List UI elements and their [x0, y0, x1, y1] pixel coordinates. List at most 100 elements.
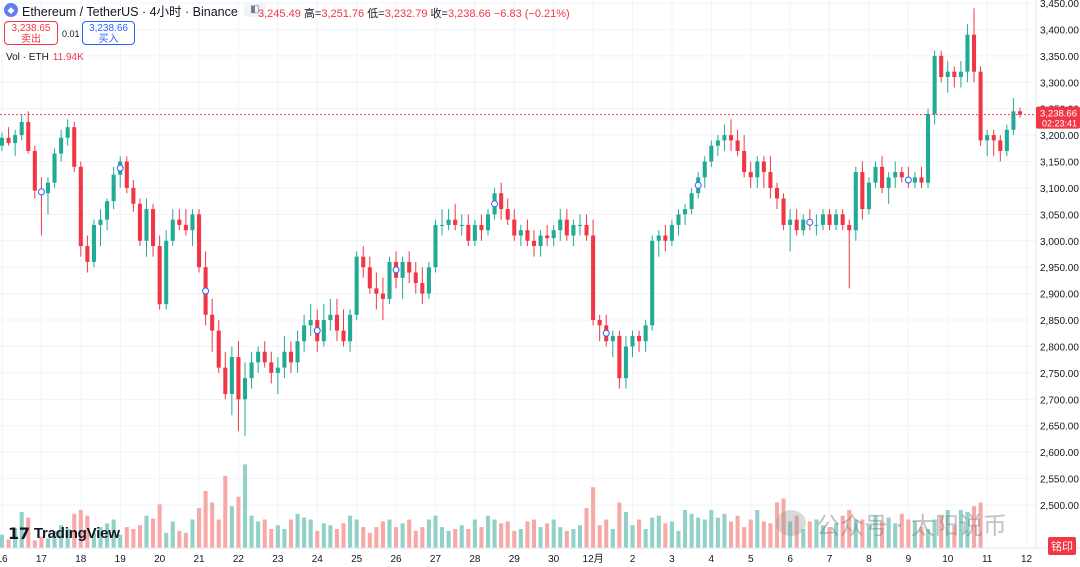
candle-body: [689, 193, 694, 210]
candle: [794, 209, 799, 236]
watermark-text: 公众号 · 太阳说币: [816, 511, 1007, 540]
volume-bar: [65, 529, 70, 548]
candle: [866, 177, 871, 215]
candle: [531, 230, 537, 257]
candle-body: [308, 320, 313, 326]
volume-bar: [637, 519, 642, 548]
time-tick-label: 5: [748, 554, 754, 565]
volume-bar: [249, 515, 254, 548]
volume-bar: [26, 517, 31, 548]
volume-bar: [105, 523, 110, 548]
volume-bar: [801, 529, 806, 548]
time-tick-label: 10: [942, 554, 954, 565]
candle: [683, 203, 688, 225]
candle-body: [958, 71, 963, 77]
volume-bar: [584, 508, 589, 548]
candle: [538, 230, 543, 257]
candle-body: [440, 224, 445, 226]
volume-bar: [256, 521, 261, 548]
candle-body: [177, 219, 182, 225]
sell-button[interactable]: 3,238.65 卖出: [4, 21, 58, 45]
candle: [709, 140, 714, 167]
open-value: 3,245.49: [258, 8, 301, 20]
candle-body: [873, 166, 878, 183]
price-tick-label: 3,300.00: [1040, 78, 1079, 89]
volume-bar: [308, 519, 313, 548]
candle-body: [597, 320, 602, 326]
volume-bar: [781, 498, 786, 548]
time-tick-label: 18: [75, 554, 87, 565]
volume-bar: [361, 527, 366, 548]
candle-body: [715, 140, 720, 146]
price-axis[interactable]: 3,450.003,400.003,350.003,300.003,250.00…: [1035, 0, 1079, 548]
candle: [1011, 98, 1016, 136]
candle: [124, 156, 129, 194]
candle: [433, 219, 438, 273]
candle: [413, 261, 418, 294]
symbol-title[interactable]: Ethereum / TetherUS · 4小时 · Binance: [22, 4, 238, 19]
candle-body: [341, 330, 346, 342]
candle: [45, 177, 51, 215]
volume-bar: [577, 525, 582, 548]
time-tick-label: 25: [351, 554, 363, 565]
candle-body: [781, 198, 786, 225]
volume-bar: [39, 536, 44, 548]
volume-bar: [433, 515, 438, 548]
event-marker: [491, 200, 499, 208]
volume-bar: [945, 510, 950, 548]
candle-body: [295, 341, 300, 363]
volume-bar: [170, 521, 175, 548]
volume-bar: [124, 527, 129, 548]
candle: [334, 298, 339, 342]
volume-bar: [446, 530, 451, 548]
time-axis[interactable]: 16171819202122232425262728293012月2345678…: [0, 547, 1080, 565]
candle-body: [72, 127, 77, 167]
candle: [118, 156, 123, 188]
candle-body: [985, 135, 990, 141]
candle-body: [242, 378, 248, 400]
candle: [479, 214, 484, 241]
candle-body: [19, 121, 24, 136]
candle: [893, 161, 898, 188]
candle: [229, 346, 234, 416]
volume-bar: [669, 521, 674, 548]
close-value: 3,238.66: [447, 8, 491, 20]
candle-body: [702, 161, 707, 178]
volume-bar: [321, 523, 326, 548]
candle-body: [105, 201, 110, 220]
candle-body: [354, 256, 359, 315]
candle-body: [893, 172, 898, 178]
candle-body: [630, 335, 635, 347]
volume-bar: [275, 525, 280, 548]
volume-bar: [939, 515, 944, 548]
volume-bar: [768, 523, 773, 548]
volume-bar: [899, 513, 904, 548]
candle-body: [952, 71, 957, 77]
tradingview-logo[interactable]: 𝟭𝟳 TradingView: [8, 524, 120, 543]
volume-bar: [971, 506, 977, 548]
candle: [59, 129, 64, 162]
candle-body: [801, 219, 806, 231]
volume-bar: [196, 508, 202, 548]
candle: [945, 61, 950, 93]
volume-bar: [183, 532, 188, 548]
candle-body: [656, 235, 661, 241]
volume-bar: [794, 515, 799, 548]
candle: [525, 219, 530, 247]
buy-button[interactable]: 3,238.66 买入: [82, 21, 135, 45]
volume-bar: [262, 519, 267, 548]
candle-body: [374, 288, 379, 294]
sell-price: 3,238.65: [11, 23, 51, 34]
candle-body: [446, 219, 451, 225]
volume-bar: [518, 529, 523, 548]
time-tick-label: 22: [233, 554, 245, 565]
volume-indicator-legend[interactable]: Vol · ETH 11.94K: [6, 52, 84, 63]
volume-bar: [0, 534, 5, 548]
volume-bar: [827, 527, 832, 548]
candle: [420, 267, 425, 305]
candle: [623, 335, 628, 389]
event-markers: [37, 164, 912, 337]
collapse-icon[interactable]: ◧: [243, 3, 266, 17]
chart-grid: [0, 0, 1036, 548]
